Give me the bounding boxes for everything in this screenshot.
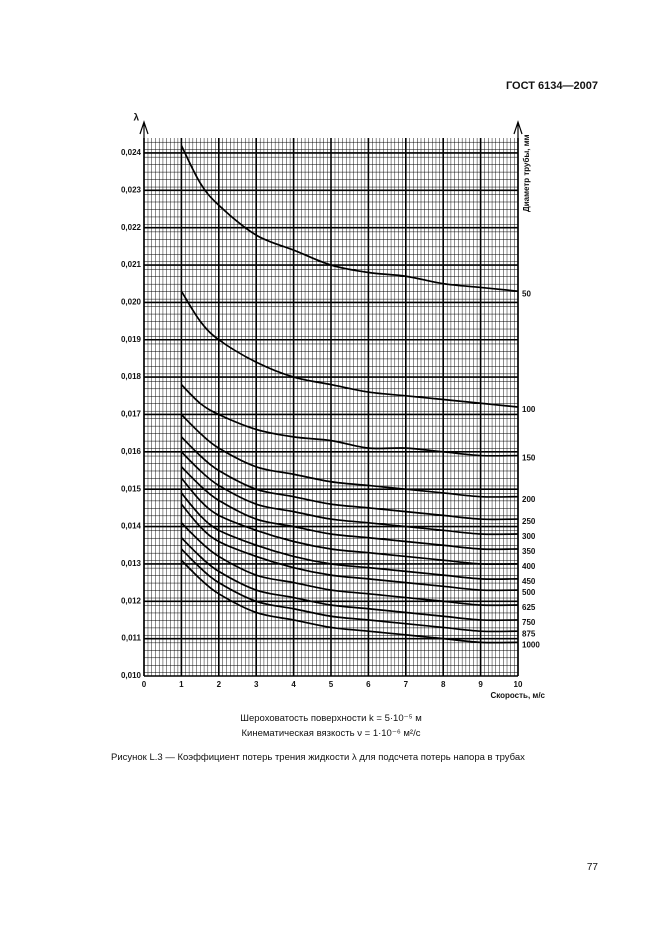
y-tick-label: 0,011 [121,634,141,643]
caption-viscosity: Кинематическая вязкость ν = 1·10⁻⁶ м²/с [241,728,421,739]
y-tick-label: 0,010 [121,671,142,680]
y-tick-label: 0,024 [121,148,142,157]
y-tick-label: 0,020 [121,297,142,306]
curve [180,451,519,536]
series-label: 50 [522,289,531,298]
y-tick-label: 0,018 [121,372,142,381]
x-tick-label: 3 [254,680,259,689]
curve [180,466,519,551]
curve [180,503,519,592]
y-tick-label: 0,012 [121,596,142,605]
curve [180,492,519,580]
x-tick-label: 6 [366,680,371,689]
y-tick-label: 0,016 [121,447,142,456]
y-axis-label: λ [133,113,139,124]
x-tick-label: 0 [142,680,147,689]
caption-roughness: Шероховатость поверхности k = 5·10⁻⁵ м [240,713,422,724]
x-tick-label: 9 [478,680,483,689]
curve [180,522,519,607]
curve [180,145,519,293]
x-tick-label: 1 [179,680,184,689]
series-label: 150 [522,454,536,463]
curve [180,413,519,498]
series-label: 450 [522,577,536,586]
figure-caption: Рисунок L.3 — Коэффициент потерь трения … [111,752,525,763]
y-tick-label: 0,015 [121,484,142,493]
series-label: 100 [522,405,536,414]
curve [180,477,519,566]
curve [180,290,519,408]
curve [180,436,519,521]
series-label: 300 [522,532,536,541]
x-tick-label: 2 [217,680,222,689]
series-label: 200 [522,495,536,504]
x-tick-label: 4 [291,680,296,689]
y-tick-label: 0,017 [121,410,142,419]
x-axis-label: Скорость, м/с [490,691,545,700]
chart: λ Скорость, м/с Диаметр трубы, мм 0,0100… [121,113,546,700]
series-label: 350 [522,547,536,556]
series-label: 625 [522,603,536,612]
series-label: 750 [522,618,536,627]
series-label: 875 [522,629,536,638]
y-tick-label: 0,014 [121,522,142,531]
y-tick-label: 0,013 [121,559,142,568]
curve [180,548,519,633]
header-title: ГОСТ 6134—2007 [505,80,598,92]
y-tick-label: 0,021 [121,260,142,269]
x-tick-label: 5 [329,680,334,689]
right-axis-label: Диаметр трубы, мм [522,134,531,212]
x-tick-label: 7 [404,680,409,689]
y-tick-label: 0,022 [121,223,142,232]
curve [180,559,519,644]
curve [180,537,519,622]
curve [180,383,519,457]
x-tick-label: 10 [514,680,523,689]
series-label: 250 [522,517,536,526]
series-label: 400 [522,562,536,571]
page-number: 77 [586,862,598,873]
x-tick-label: 8 [441,680,446,689]
series-label: 1000 [522,640,540,649]
y-tick-label: 0,019 [121,335,142,344]
y-tick-label: 0,023 [121,185,142,194]
series-label: 500 [522,588,536,597]
